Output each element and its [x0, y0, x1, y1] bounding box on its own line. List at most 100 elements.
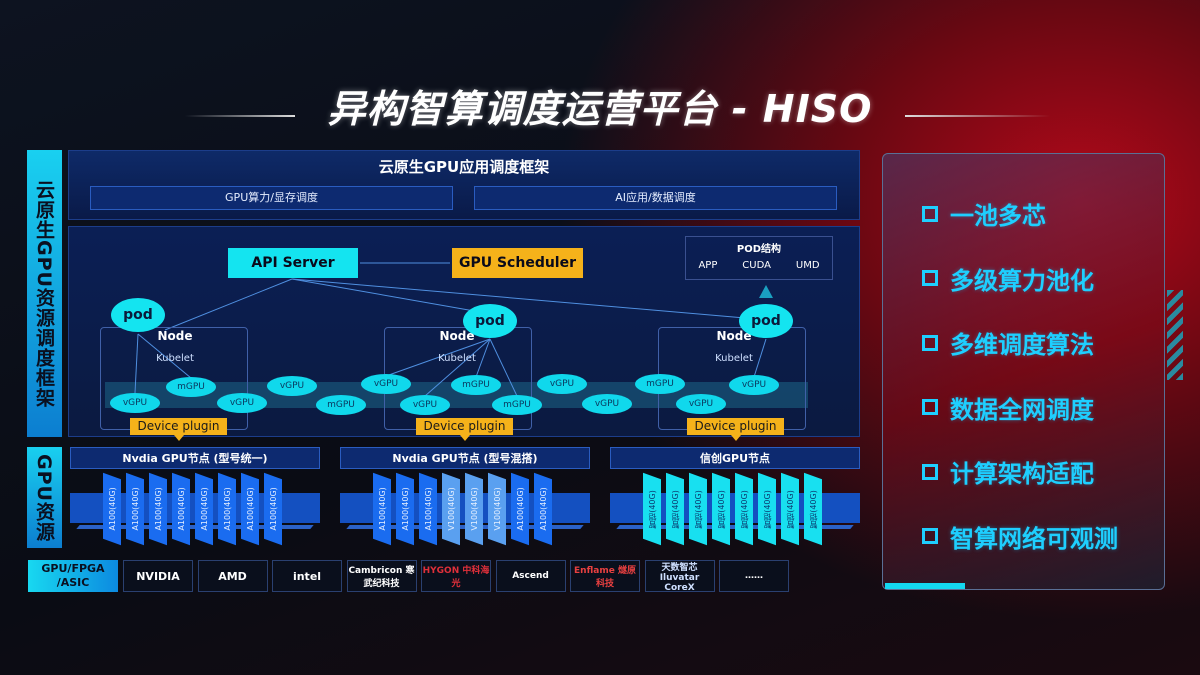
pod-bubble: pod [739, 304, 793, 338]
api-server-box: API Server [228, 248, 358, 278]
vendor-logo-cambricon: Cambricon 寒武纪科技 [346, 560, 417, 592]
gpu-card-label: 智铠(40G) [693, 489, 703, 529]
gpu-card: 智铠(40G) [804, 472, 822, 546]
gpu-card: 智铠(40G) [666, 472, 684, 546]
feature-item: 数据全网调度 [922, 390, 1094, 425]
gpu-card: V100(40G) [488, 472, 506, 546]
gpu-card: 智铠(40G) [712, 472, 730, 546]
gpu-card-label: A100(40G) [423, 487, 433, 531]
down-arrow-icon [731, 435, 741, 441]
pod-structure-umd: UMD [795, 260, 820, 271]
gpu-card-label: A100(40G) [538, 487, 548, 531]
resources-side-label: GPU资源 [27, 447, 62, 548]
gpu-card-label: A100(40G) [377, 487, 387, 531]
mgpu-unit: mGPU [492, 395, 542, 415]
vendor-logo-: …… [719, 560, 789, 592]
gpu-card-label: 智铠(40G) [762, 489, 772, 529]
gpu-compute-bar: GPU算力/显存调度 [90, 186, 453, 210]
kubelet-label: Kubelet [156, 353, 194, 364]
checkbox-icon [922, 334, 938, 351]
vgpu-unit: vGPU [110, 393, 160, 413]
feature-label: 多维调度算法 [950, 331, 1094, 359]
gpu-card: A100(40G) [195, 472, 213, 546]
gpu-card-label: 智铠(40G) [808, 489, 818, 529]
kubelet-label: Kubelet [438, 353, 476, 364]
gpu-card: A100(40G) [264, 472, 282, 546]
down-arrow-icon [460, 435, 470, 441]
node-label: Node [439, 329, 475, 343]
vgpu-unit: vGPU [676, 394, 726, 414]
gpu-card-label: A100(40G) [199, 487, 209, 531]
gpu-card-label: A100(40G) [153, 487, 163, 531]
gpu-card: V100(40G) [465, 472, 483, 546]
gpu-card: A100(40G) [373, 472, 391, 546]
feature-item: 智算网络可观测 [922, 519, 1118, 554]
device-plugin-box: Device plugin [130, 418, 227, 435]
vendor-logo-intel: intel [272, 560, 342, 592]
gpu-card: 智铠(40G) [735, 472, 753, 546]
mgpu-unit: mGPU [166, 377, 216, 397]
gpu-card: A100(40G) [218, 472, 236, 546]
vendor-logo-: 天数智芯 Iluvatar CoreX [644, 560, 715, 593]
checkbox-icon [922, 528, 938, 544]
vendor-logo-hygon: HYGON 中科海光 [421, 560, 491, 592]
feature-label: 多级算力池化 [950, 266, 1094, 295]
gpu-card-label: V100(40G) [469, 487, 479, 531]
vendor-row-label: GPU/FPGA /ASIC [28, 560, 118, 592]
gpu-card: A100(40G) [241, 472, 259, 546]
mgpu-unit: mGPU [451, 375, 501, 395]
panel-stripes-decor [1167, 290, 1183, 380]
feature-item: 计算架构适配 [922, 454, 1094, 489]
checkbox-icon [922, 463, 938, 480]
node-label: Node [716, 329, 752, 343]
framework-title: 云原生GPU应用调度框架 [378, 158, 550, 176]
gpu-node-header: Nvdia GPU节点 (型号混搭) [340, 447, 590, 469]
pod-structure-cuda: CUDA [742, 260, 771, 271]
gpu-card-label: A100(40G) [515, 487, 525, 531]
feature-item: 多级算力池化 [922, 261, 1094, 296]
gpu-card-label: 智铠(40G) [670, 489, 680, 529]
gpu-card: V100(40G) [442, 472, 460, 546]
gpu-card-label: A100(40G) [176, 487, 186, 531]
gpu-card: 智铠(40G) [643, 472, 661, 546]
device-plugin-box: Device plugin [416, 418, 513, 435]
feature-item: 多维调度算法 [922, 325, 1094, 360]
feature-item: 一池多芯 [922, 196, 1046, 231]
feature-label: 计算架构适配 [950, 460, 1094, 488]
vgpu-unit: vGPU [729, 375, 779, 395]
ai-data-bar: AI应用/数据调度 [474, 186, 837, 210]
vgpu-unit: vGPU [582, 394, 632, 414]
gpu-card-label: 智铠(40G) [739, 489, 749, 529]
vendor-logo-ascend: Ascend [495, 560, 566, 592]
pod-structure-app: APP [698, 260, 718, 271]
page-title: 异构智算调度运营平台 - HISO [327, 87, 873, 131]
vendor-logo-amd: AMD [197, 560, 268, 592]
gpu-card: A100(40G) [172, 472, 190, 546]
gpu-scheduler-box: GPU Scheduler [452, 248, 583, 278]
checkbox-icon [922, 270, 938, 286]
device-plugin-box: Device plugin [687, 418, 784, 435]
gpu-card-label: A100(40G) [107, 487, 117, 531]
gpu-card-label: 智铠(40G) [716, 489, 726, 529]
pod-structure-box: POD结构 APP CUDA UMD [685, 236, 833, 280]
gpu-card-label: V100(40G) [492, 487, 502, 531]
checkbox-icon [922, 399, 938, 415]
gpu-card: A100(40G) [149, 472, 167, 546]
gpu-node-header: 信创GPU节点 [610, 447, 860, 469]
gpu-card: 智铠(40G) [689, 472, 707, 546]
pod-structure-title: POD结构 [736, 244, 782, 255]
gpu-card: 智铠(40G) [781, 472, 799, 546]
vendor-logo-enflame: Enflame 燧原科技 [570, 560, 640, 592]
down-arrow-icon [174, 435, 184, 441]
gpu-card-label: A100(40G) [130, 487, 140, 531]
gpu-card-label: 智铠(40G) [647, 489, 657, 529]
gpu-card: A100(40G) [419, 472, 437, 546]
feature-label: 数据全网调度 [950, 395, 1094, 424]
gpu-card: 智铠(40G) [758, 472, 776, 546]
pod-bubble: pod [463, 304, 517, 338]
gpu-card-label: V100(40G) [446, 487, 456, 531]
gpu-card-label: A100(40G) [222, 487, 232, 531]
gpu-card-label: 智铠(40G) [785, 489, 795, 529]
gpu-card-label: A100(40G) [400, 487, 410, 531]
